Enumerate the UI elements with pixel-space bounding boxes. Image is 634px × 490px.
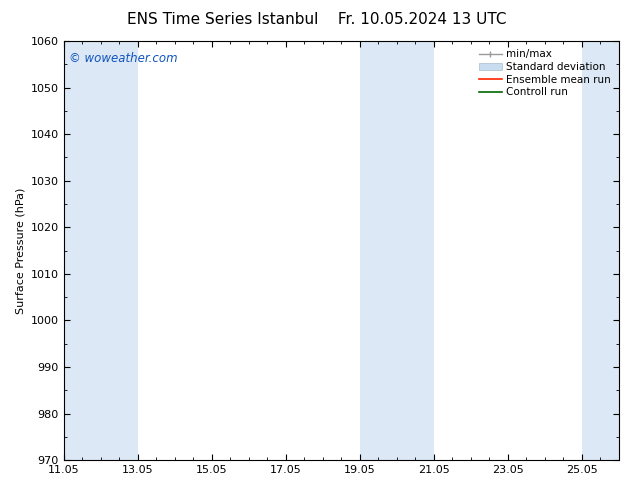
Text: ENS Time Series Istanbul    Fr. 10.05.2024 13 UTC: ENS Time Series Istanbul Fr. 10.05.2024 … (127, 12, 507, 27)
Text: © woweather.com: © woweather.com (69, 51, 178, 65)
Bar (397, 41, 434, 460)
Bar (63, 41, 138, 460)
Bar (359, 41, 397, 460)
Bar (582, 41, 619, 460)
Y-axis label: Surface Pressure (hPa): Surface Pressure (hPa) (15, 187, 25, 314)
Legend: min/max, Standard deviation, Ensemble mean run, Controll run: min/max, Standard deviation, Ensemble me… (476, 46, 614, 100)
